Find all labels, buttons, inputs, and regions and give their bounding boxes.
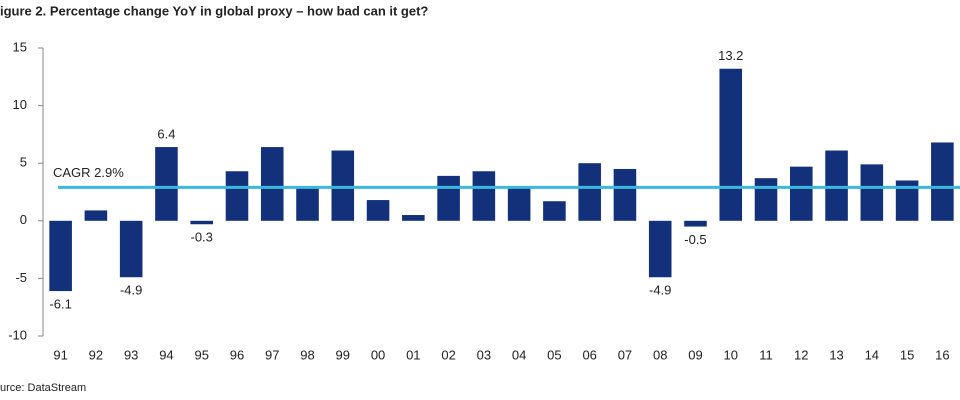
x-tick-label: 06: [582, 347, 596, 362]
bar: [860, 164, 884, 221]
bar: [543, 201, 566, 221]
bar: [366, 200, 390, 221]
y-tick-label: 15: [13, 39, 27, 54]
x-tick-label: 97: [265, 347, 279, 362]
x-tick-label: 07: [618, 347, 632, 362]
data-label: -0.3: [191, 230, 213, 245]
bar: [402, 215, 425, 221]
data-label: -4.9: [649, 283, 671, 298]
x-tick-label: 10: [724, 347, 738, 362]
x-tick-label: 15: [900, 347, 914, 362]
x-tick-label: 02: [441, 347, 455, 362]
bar: [296, 188, 319, 221]
x-tick-label: 94: [159, 347, 173, 362]
bar: [472, 171, 496, 221]
x-tick-label: 05: [547, 347, 561, 362]
y-tick-label: 10: [13, 97, 27, 112]
y-tick-label: 5: [20, 155, 27, 170]
bar: [507, 187, 531, 221]
y-tick-label: -10: [8, 327, 27, 342]
x-tick-label: 01: [406, 347, 420, 362]
data-label: -4.9: [120, 283, 142, 298]
bar: [155, 147, 178, 221]
bar: [684, 220, 707, 227]
bar: [49, 220, 72, 292]
x-tick-label: 16: [935, 347, 949, 362]
chart-title: igure 2. Percentage change YoY in global…: [0, 3, 428, 18]
data-label: 13.2: [718, 48, 743, 63]
bar: [260, 147, 284, 221]
y-tick-label: -5: [15, 270, 27, 285]
bar: [754, 178, 778, 221]
x-tick-label: 98: [300, 347, 314, 362]
x-tick-label: 12: [794, 347, 808, 362]
bar: [578, 163, 601, 221]
bar: [225, 171, 249, 221]
x-tick-label: 92: [89, 347, 103, 362]
bar: [437, 175, 460, 221]
x-tick-label: 99: [336, 347, 350, 362]
bar: [895, 180, 919, 221]
data-label: -6.1: [49, 297, 71, 312]
x-tick-label: 93: [124, 347, 138, 362]
bar: [790, 166, 813, 221]
bar: [190, 220, 213, 225]
bar: [719, 68, 743, 221]
reference-label: CAGR 2.9%: [53, 165, 124, 180]
x-tick-label: 14: [865, 347, 879, 362]
x-tick-label: 13: [829, 347, 843, 362]
bar: [119, 220, 143, 278]
bar: [613, 168, 637, 221]
x-tick-label: 95: [194, 347, 208, 362]
x-tick-label: 96: [230, 347, 244, 362]
data-label: 6.4: [157, 127, 175, 142]
y-tick-label: 0: [20, 212, 27, 227]
x-tick-label: 03: [477, 347, 491, 362]
bar: [331, 150, 355, 221]
x-tick-label: 04: [512, 347, 526, 362]
x-tick-label: 00: [371, 347, 385, 362]
data-label: -0.5: [684, 232, 706, 247]
x-tick-label: 09: [688, 347, 702, 362]
x-tick-label: 11: [759, 347, 773, 362]
bar: [84, 210, 108, 221]
bar: [648, 220, 672, 278]
source: urce: DataStream: [0, 382, 86, 394]
x-tick-label: 08: [653, 347, 667, 362]
bar: [825, 150, 848, 221]
x-tick-label: 91: [53, 347, 67, 362]
bar: [931, 142, 954, 221]
